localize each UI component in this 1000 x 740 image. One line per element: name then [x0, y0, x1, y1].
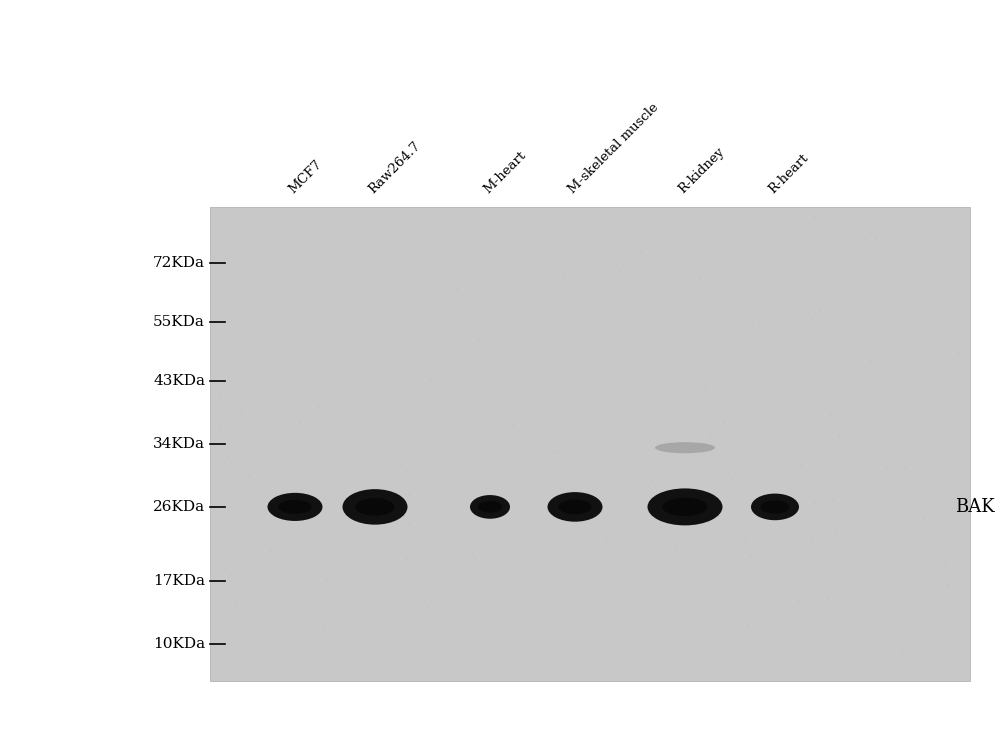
Ellipse shape	[761, 500, 789, 514]
Ellipse shape	[364, 508, 396, 523]
Text: 34KDa: 34KDa	[153, 437, 205, 451]
Text: M-skeletal muscle: M-skeletal muscle	[566, 101, 661, 196]
Ellipse shape	[470, 495, 510, 519]
Ellipse shape	[751, 494, 799, 520]
Text: R-kidney: R-kidney	[676, 145, 727, 196]
FancyBboxPatch shape	[210, 207, 970, 681]
Ellipse shape	[655, 442, 715, 453]
Ellipse shape	[662, 497, 708, 517]
Text: 43KDa: 43KDa	[153, 374, 205, 388]
Text: 26KDa: 26KDa	[153, 500, 205, 514]
Ellipse shape	[356, 498, 394, 516]
Text: BAK: BAK	[955, 498, 995, 516]
Text: 17KDa: 17KDa	[153, 574, 205, 588]
Text: Raw264.7: Raw264.7	[366, 139, 423, 196]
Text: M-heart: M-heart	[481, 149, 528, 196]
Text: 10KDa: 10KDa	[153, 637, 205, 650]
Ellipse shape	[648, 488, 722, 525]
Text: 72KDa: 72KDa	[153, 256, 205, 269]
Ellipse shape	[342, 489, 408, 525]
Text: 55KDa: 55KDa	[153, 315, 205, 329]
Ellipse shape	[278, 500, 312, 514]
Ellipse shape	[558, 500, 592, 514]
Ellipse shape	[478, 501, 502, 513]
Ellipse shape	[268, 493, 322, 521]
Text: R-heart: R-heart	[766, 151, 811, 196]
Ellipse shape	[548, 492, 602, 522]
Text: MCF7: MCF7	[286, 158, 324, 196]
